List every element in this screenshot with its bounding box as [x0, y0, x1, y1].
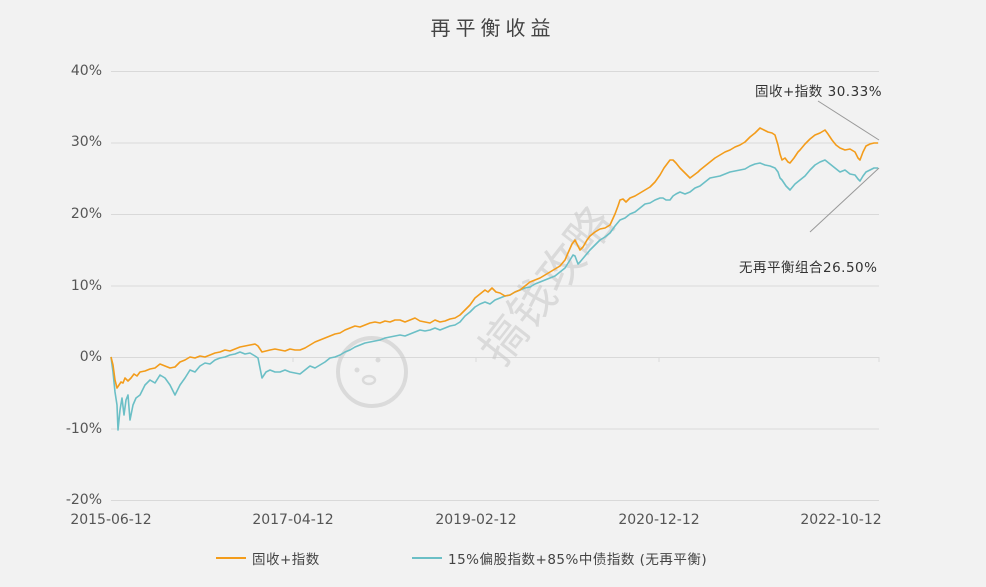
chart-title: 再平衡收益 [430, 16, 556, 40]
legend-item-no-rebalance[interactable]: 15%偏股指数+85%中债指数 (无再平衡) [412, 548, 707, 568]
legend: 固收+指数 15%偏股指数+85%中债指数 (无再平衡) [0, 548, 986, 572]
legend-label: 15%偏股指数+85%中债指数 (无再平衡) [448, 552, 708, 568]
legend-swatch-orange-icon [216, 557, 246, 559]
x-tick-label: 2017-04-12 [252, 512, 334, 528]
y-tick-label: 30% [70, 134, 102, 150]
x-tick-label: 2015-06-12 [70, 512, 152, 528]
legend-swatch-teal-icon [412, 557, 442, 559]
x-tick-label: 2020-12-12 [618, 512, 700, 528]
legend-label: 固收+指数 [252, 552, 320, 568]
annotation-orange-end-value: 固收+指数 30.33% [755, 84, 883, 100]
x-tick-label: 2019-02-12 [435, 512, 517, 528]
x-axis-ticks [292, 357, 880, 362]
y-tick-label: 10% [70, 278, 102, 294]
series-line-fixed-income-plus [110, 127, 878, 389]
y-tick-label: 0% [79, 349, 102, 365]
annotation-line-teal [809, 167, 880, 233]
watermark: 搞钱攻略 [336, 197, 624, 408]
y-tick-label: 40% [70, 63, 102, 79]
series-line-no-rebalance [110, 159, 878, 431]
legend-item-fixed-income-plus[interactable]: 固收+指数 [216, 548, 320, 568]
y-tick-label: -20% [65, 492, 102, 508]
y-tick-label: 20% [70, 206, 102, 222]
gridlines [111, 71, 879, 501]
y-tick-label: -10% [65, 421, 102, 437]
annotation-teal-end-value: 无再平衡组合26.50% [739, 260, 878, 276]
annotation-line-orange [817, 100, 880, 141]
x-tick-label: 2022-10-12 [800, 512, 882, 528]
